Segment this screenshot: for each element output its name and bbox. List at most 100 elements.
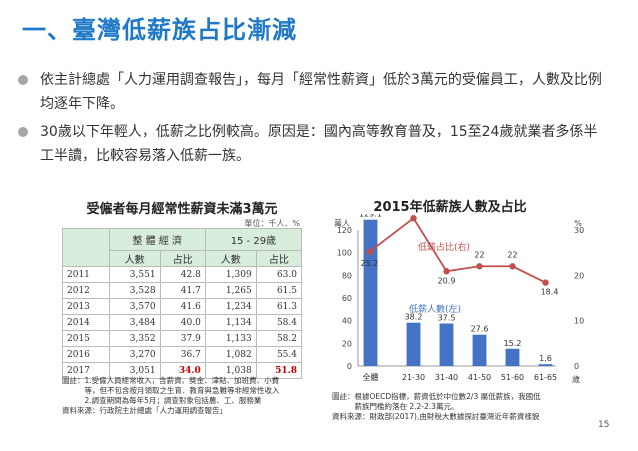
bar xyxy=(406,322,421,366)
bar-value-label: 15.2 xyxy=(504,339,522,348)
series-label-share: 低薪占比(右) xyxy=(418,241,470,253)
x-tick-label: 全體 xyxy=(363,372,379,382)
table-group-header-row: 整 體 經 濟 15 - 29歲 xyxy=(62,228,303,267)
line-value-label: 18.4 xyxy=(541,288,559,297)
value-cell: 3,570 xyxy=(108,298,161,315)
bar-value-label: 38.2 xyxy=(405,313,423,322)
value-cell: 3,528 xyxy=(108,282,161,299)
value-cell: 1,082 xyxy=(204,346,257,363)
bullet-dot-icon xyxy=(18,75,28,85)
bar-value-label: 129.1 xyxy=(359,214,382,219)
value-cell: 36.7 xyxy=(159,346,206,363)
y-left-tick-label: 80 xyxy=(342,271,352,280)
x-tick-label: 41-50 xyxy=(468,373,491,382)
year-cell: 2016 xyxy=(62,346,110,363)
note-line: 等，但不包含按月領取之生育、教育與急難等非經常性收入 xyxy=(62,386,280,395)
value-cell: 51.8 xyxy=(255,362,303,379)
y-left-tick-label: 20 xyxy=(342,339,352,348)
table-title: 受僱者每月經常性薪資未滿3萬元 xyxy=(86,202,278,217)
table-row: 2014 3,484 40.0 1,134 58.4 xyxy=(62,314,303,331)
table-row: 2016 3,270 36.7 1,082 55.4 xyxy=(62,346,303,363)
table-row: 2013 3,570 41.6 1,234 61.3 xyxy=(62,298,303,315)
line-value-label: 22 xyxy=(507,250,517,259)
group-header-15-29: 15 - 29歲 xyxy=(204,228,303,251)
line-point xyxy=(443,268,450,275)
note-line: 資料來源：財政部(2017),由財稅大數據探討臺灣近年薪資樣貌 xyxy=(332,412,540,421)
table-row: 2017 3,051 34.0 1,038 51.8 xyxy=(62,362,303,379)
note-line: 2.調查期間為每年5月；調查對象包括農、工、服務業 xyxy=(62,396,262,405)
bar xyxy=(472,334,487,366)
bar-value-label: 1.6 xyxy=(539,354,552,363)
value-cell: 1,133 xyxy=(204,330,257,347)
line-value-label: 22 xyxy=(474,250,484,259)
value-cell: 34.0 xyxy=(159,362,206,379)
year-cell: 2011 xyxy=(62,266,110,283)
value-cell: 63.0 xyxy=(255,266,303,283)
table-row: 2015 3,352 37.9 1,133 58.2 xyxy=(62,330,303,347)
value-cell: 1,309 xyxy=(204,266,257,283)
line-point xyxy=(509,263,516,270)
x-tick-label: 51-60 xyxy=(501,373,524,382)
table-corner-cell xyxy=(62,228,110,267)
line-point xyxy=(476,263,483,270)
year-cell: 2017 xyxy=(62,362,110,379)
low-wage-table: 整 體 經 濟 15 - 29歲 人數 占比 人數 占比 2011 3,551 42… xyxy=(62,228,303,379)
y-right-tick-label: 30 xyxy=(574,226,584,235)
bar xyxy=(439,323,454,366)
value-cell: 40.0 xyxy=(159,314,206,331)
value-cell: 55.4 xyxy=(255,346,303,363)
year-cell: 2013 xyxy=(62,298,110,315)
table-unit: 單位：千人．% xyxy=(244,219,300,228)
table-body: 2011 3,551 42.8 1,309 63.0 2012 3,528 41.7 1,265… xyxy=(62,266,303,379)
chart-title: 2015年低薪族人數及占比 xyxy=(373,200,527,215)
y-left-tick-label: 0 xyxy=(347,362,352,371)
value-cell: 1,234 xyxy=(204,298,257,315)
bar-value-label: 27.6 xyxy=(471,325,489,334)
y-left-tick-label: 60 xyxy=(342,294,352,303)
sub-header: 人數 xyxy=(204,250,257,267)
year-cell: 2014 xyxy=(62,314,110,331)
value-cell: 3,051 xyxy=(108,362,161,379)
value-cell: 41.7 xyxy=(159,282,206,299)
table-sub-header-row: 人數 占比 人數 占比 xyxy=(63,250,303,267)
low-wage-chart: 0 20 40 60 80 100 120 0 10 20 30 萬人 % 129.1 38.2 37.5 27… xyxy=(334,214,584,384)
page-number: 15 xyxy=(598,420,610,430)
bar xyxy=(505,348,520,366)
line-point xyxy=(366,248,373,255)
value-cell: 61.5 xyxy=(255,282,303,299)
slide-title: 一、臺灣低薪族占比漸減 xyxy=(22,16,297,44)
sub-header: 人數 xyxy=(108,250,161,267)
value-cell: 1,134 xyxy=(204,314,257,331)
note-line: 薪族門檻約落在 2.2-2.3萬元。 xyxy=(332,402,459,411)
value-cell: 37.9 xyxy=(159,330,206,347)
value-cell: 61.3 xyxy=(255,298,303,315)
table-note: 圖註：1.受僱人員經常收入，含薪資、獎金、津貼、加班費、小費 等，但不包含按月領… xyxy=(62,376,312,416)
y-right-axis-label: % xyxy=(574,219,582,228)
year-cell: 2012 xyxy=(62,282,110,299)
line-value-label: 20.9 xyxy=(438,276,456,285)
bullet-text: 30歲以下年輕人，低薪之比例較高。原因是：國內高等教育普及，15至24歲就業者多… xyxy=(40,124,598,164)
chart-note: 圖註：根據OECD指標，薪資低於中位數2/3 屬低薪族，我國低 薪族門檻約落在 … xyxy=(332,392,592,422)
sub-header: 占比 xyxy=(255,250,303,267)
y-right-tick-label: 10 xyxy=(574,317,584,326)
y-right-tick-label: 0 xyxy=(574,362,579,371)
table-row: 2012 3,528 41.7 1,265 61.5 xyxy=(62,282,303,299)
x-axis-unit: 歲 xyxy=(572,374,580,384)
y-left-axis-label: 萬人 xyxy=(334,218,350,228)
note-line: 資料來源：行政院主計總處「人力運用調查報告」 xyxy=(62,406,227,415)
x-tick-label: 21-30 xyxy=(402,373,425,382)
line-point xyxy=(542,279,549,286)
value-cell: 3,270 xyxy=(108,346,161,363)
y-left-tick-label: 40 xyxy=(342,317,352,326)
bar xyxy=(363,219,378,366)
bar xyxy=(538,364,553,366)
share-line xyxy=(369,216,546,284)
bullet-item: 30歲以下年輕人，低薪之比例較高。原因是：國內高等教育普及，15至24歲就業者多… xyxy=(18,120,610,168)
value-cell: 42.8 xyxy=(159,266,206,283)
value-cell: 3,352 xyxy=(108,330,161,347)
bar-value-label: 37.5 xyxy=(438,314,456,323)
sub-header: 占比 xyxy=(159,250,206,267)
bullet-item: 依主計總處「人力運用調查報告」，每月「經常性薪資」低於3萬元的受僱員工，人數及比… xyxy=(18,68,610,116)
bullet-dot-icon xyxy=(18,127,28,137)
line-value-label: 25.2 xyxy=(361,259,379,268)
